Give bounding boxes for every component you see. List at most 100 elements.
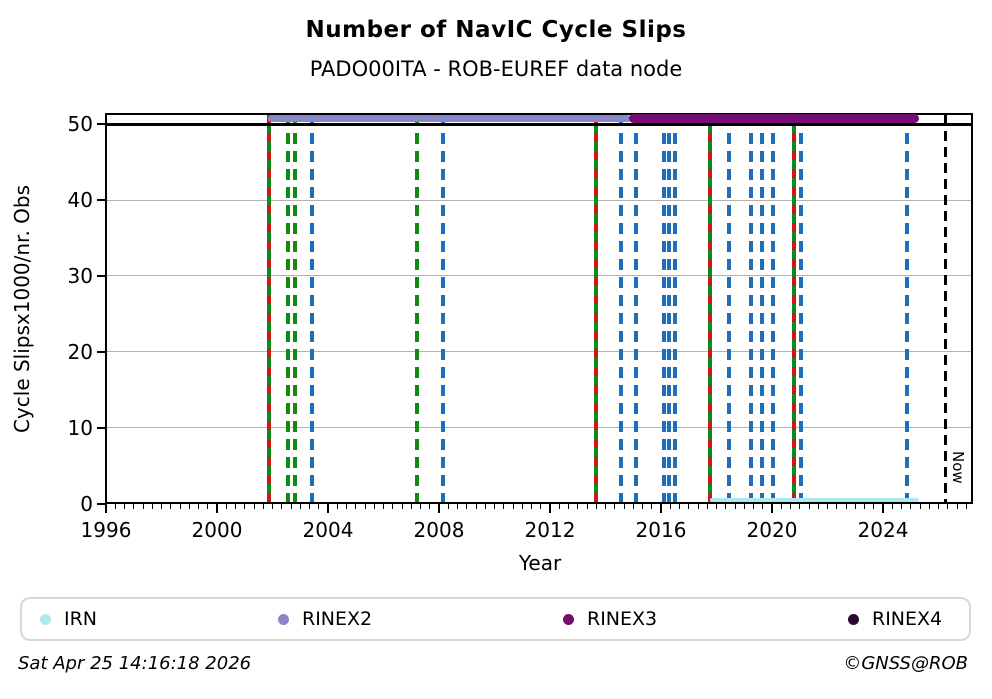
y-gridline [107, 427, 971, 429]
x-minor-tick [410, 504, 412, 509]
x-minor-tick [512, 504, 514, 509]
x-tick-label: 2020 [746, 518, 798, 542]
x-minor-tick [679, 504, 680, 509]
event-line-green-solid-red-dash [593, 115, 598, 502]
y-tick-label: 40 [67, 188, 93, 213]
event-line-green-solid-red-dash [266, 115, 271, 502]
rinex4-marker-dot [848, 613, 859, 625]
event-line-blue-dash [673, 115, 678, 502]
x-minor-tick [142, 504, 144, 509]
legend-label-rinex2: RINEX2 [302, 608, 373, 630]
x-minor-tick [762, 504, 764, 509]
event-line-green-dash [414, 115, 419, 502]
x-minor-tick [161, 504, 162, 509]
x-major-tick [327, 504, 329, 513]
y-tick-label: 30 [67, 263, 93, 288]
x-tick-label: 2012 [524, 518, 576, 542]
x-minor-tick [586, 504, 588, 509]
event-line-blue-dash [440, 115, 445, 502]
x-minor-tick [558, 504, 560, 509]
x-tick-label: 2000 [191, 518, 243, 542]
chart-title: Number of NavIC Cycle Slips [305, 17, 687, 43]
y-gridline [107, 199, 971, 201]
x-minor-tick [309, 504, 310, 509]
x-minor-tick [521, 504, 523, 509]
event-line-blue-dash [905, 115, 910, 502]
event-line-blue-dash [634, 115, 639, 502]
y-tick-label: 20 [67, 339, 93, 364]
x-minor-tick [179, 504, 181, 509]
x-minor-tick [827, 504, 828, 509]
x-minor-tick [901, 504, 902, 509]
x-minor-tick [632, 504, 634, 509]
y-tick [97, 426, 105, 429]
x-tick-label: 2004 [302, 518, 354, 542]
y-tick [97, 350, 105, 353]
y-axis-label: Cycle Slipsx1000/nr. Obs [10, 184, 34, 434]
x-minor-tick [938, 504, 939, 509]
x-minor-tick [494, 504, 495, 509]
x-minor-tick [753, 504, 754, 509]
x-minor-tick [790, 504, 791, 509]
x-minor-tick [642, 504, 643, 509]
x-major-tick [882, 504, 884, 513]
x-minor-tick [651, 504, 653, 509]
x-minor-tick [623, 504, 625, 509]
now-line [943, 115, 947, 502]
x-minor-tick [151, 504, 153, 509]
y-tick [97, 123, 105, 126]
x-minor-tick [706, 504, 708, 509]
rinex2-marker-dot [278, 613, 289, 625]
x-major-tick [771, 504, 773, 513]
x-minor-tick [864, 504, 865, 509]
x-minor-tick [262, 504, 264, 509]
x-minor-tick [457, 504, 458, 509]
x-minor-tick [808, 504, 810, 509]
x-minor-tick [364, 504, 366, 509]
x-major-tick [438, 504, 440, 513]
plot-area [105, 113, 973, 504]
x-minor-tick [891, 504, 893, 509]
x-major-tick [660, 504, 662, 513]
event-line-blue-dash [760, 115, 765, 502]
x-tick-label: 2024 [857, 518, 909, 542]
y-tick-label: 50 [67, 112, 93, 137]
x-minor-tick [484, 504, 486, 509]
x-minor-tick [743, 504, 745, 509]
plot-timestamp: Sat Apr 25 14:16:18 2026 [18, 653, 252, 674]
x-minor-tick [281, 504, 283, 509]
y-gridline [107, 275, 971, 277]
x-major-tick [549, 504, 551, 513]
x-minor-tick [697, 504, 699, 509]
x-tick-label: 2016 [635, 518, 687, 542]
x-major-tick [216, 504, 218, 513]
x-minor-tick [114, 504, 116, 509]
legend-box: IRN RINEX2 RINEX3 RINEX4 [20, 597, 971, 641]
x-minor-tick [919, 504, 921, 509]
legend-item-irn: IRN [40, 599, 97, 639]
x-minor-tick [124, 504, 125, 509]
x-minor-tick [244, 504, 246, 509]
x-minor-tick [235, 504, 236, 509]
x-minor-tick [531, 504, 532, 509]
x-minor-tick [928, 504, 930, 509]
legend-item-rinex4: RINEX4 [848, 599, 942, 639]
event-line-green-dash [292, 115, 297, 502]
x-minor-tick [429, 504, 431, 509]
x-minor-tick [836, 504, 838, 509]
x-axis-label: Year [518, 551, 562, 575]
x-minor-tick [346, 504, 347, 509]
x-minor-tick [716, 504, 717, 509]
legend-label-irn: IRN [64, 608, 98, 630]
series-band-rinex3 [629, 113, 919, 123]
event-line-blue-dash [727, 115, 732, 502]
x-minor-tick [956, 504, 958, 509]
x-major-tick [105, 504, 107, 513]
x-minor-tick [170, 504, 172, 509]
x-minor-tick [420, 504, 421, 509]
x-minor-tick [447, 504, 449, 509]
event-line-blue-dash [667, 115, 672, 502]
x-minor-tick [688, 504, 690, 509]
x-minor-tick [947, 504, 949, 509]
